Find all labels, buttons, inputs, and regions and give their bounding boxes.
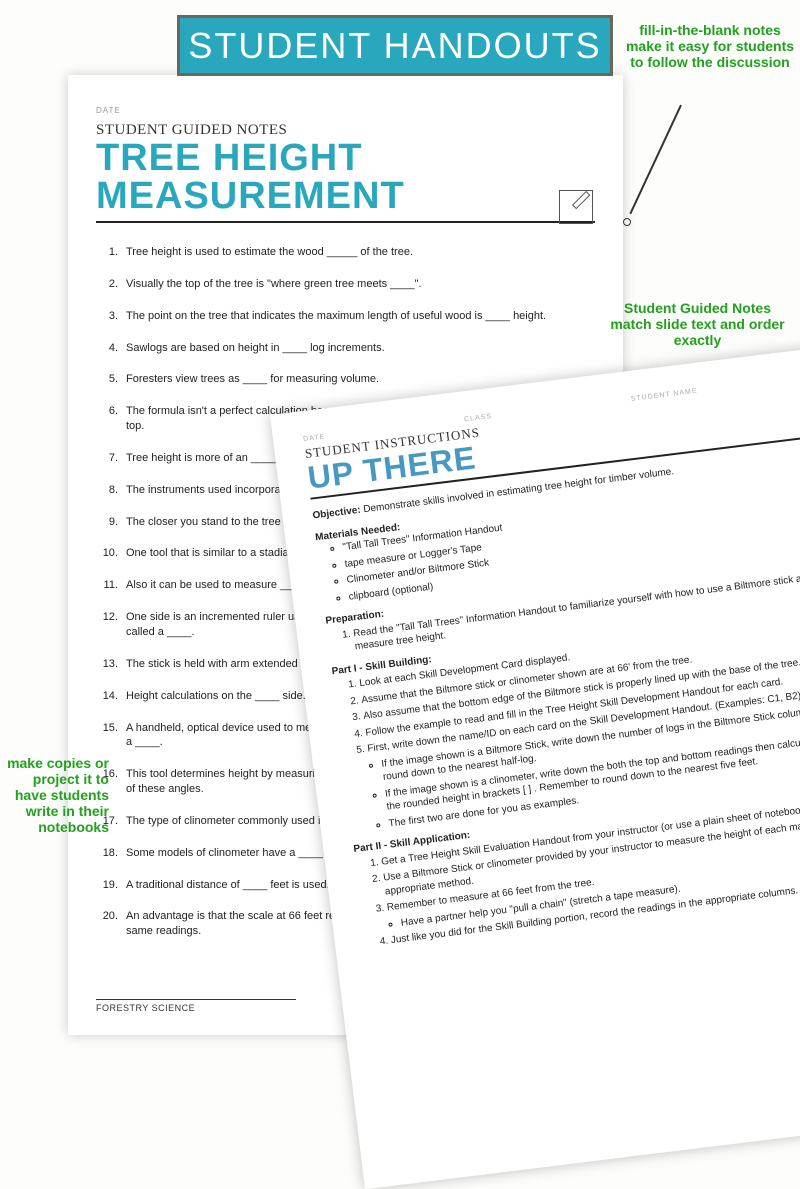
callout-top-right: fill-in-the-blank notes make it easy for… <box>625 22 795 70</box>
page1-rule <box>96 221 595 223</box>
date-label: DATE <box>96 106 121 115</box>
page1-title: TREE HEIGHT MEASUREMENT <box>96 139 595 215</box>
worksheet-instructions: DATE CLASS STUDENT NAME STUDENT INSTRUCT… <box>270 339 800 1189</box>
pointer-end-dot <box>623 218 631 226</box>
objective-label: Objective: <box>312 505 361 522</box>
callout-mid-right: Student Guided Notes match slide text an… <box>605 300 790 348</box>
note-item: Tree height is used to estimate the wood… <box>96 245 595 260</box>
note-item: Visually the top of the tree is "where g… <box>96 277 595 292</box>
hdr-date: DATE <box>303 433 326 443</box>
note-item: Sawlogs are based on height in ____ log … <box>96 341 595 356</box>
pencil-icon <box>559 190 593 224</box>
hdr-class: CLASS <box>464 413 493 423</box>
page2-body: Objective: Demonstrate skills involved i… <box>312 441 800 950</box>
pointer-line <box>629 105 681 214</box>
callout-mid-left: make copies or project it to have studen… <box>4 755 109 835</box>
note-item: The point on the tree that indicates the… <box>96 309 595 324</box>
banner-title: STUDENT HANDOUTS <box>180 18 610 73</box>
page1-footer: FORESTRY SCIENCE <box>96 999 296 1013</box>
